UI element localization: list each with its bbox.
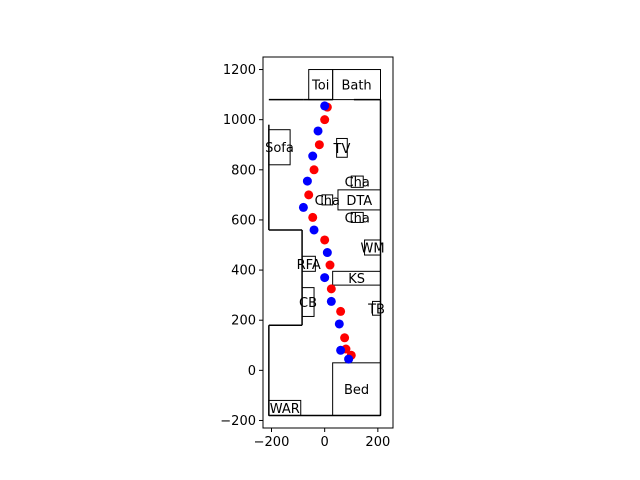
room-label-bed-13: Bed <box>344 383 369 398</box>
room-box-wm-8 <box>364 239 382 256</box>
room-box-tv-3 <box>336 137 348 158</box>
room-label-cb-11: CB <box>299 296 317 311</box>
point-series1-1 <box>313 126 323 136</box>
point-series0-6 <box>320 235 330 245</box>
point-series0-4 <box>304 190 314 200</box>
room-box-cha-4 <box>350 175 364 188</box>
room-label-war-14: WAR <box>270 402 300 417</box>
point-series0-2 <box>314 140 324 150</box>
point-series1-8 <box>326 296 336 306</box>
point-series1-11 <box>344 354 354 364</box>
y-tick-label-6: 1000 <box>223 113 256 128</box>
point-series1-0 <box>320 101 330 111</box>
floorplan-rooms: Toi Bath Sofa TV Cha DTA Cha Cha WM RFA KS CB TB Bed W… <box>265 69 385 417</box>
room-label-dta-5: DTA <box>346 194 372 209</box>
point-series1-3 <box>302 176 312 186</box>
room-label-wm-8: WM <box>360 242 384 257</box>
y-axis-ticks: −200 0 200 400 600 800 1000 1200 <box>220 63 263 429</box>
room-box-bath-1 <box>332 69 382 101</box>
x-axis-ticks: −200 0 200 <box>254 428 390 450</box>
y-tick-label-3: 400 <box>231 264 256 279</box>
room-box-rfa-9 <box>301 255 316 272</box>
y-tick-label-2: 200 <box>231 314 256 329</box>
room-box-war-14 <box>268 399 302 416</box>
room-box-dta-5 <box>337 189 382 211</box>
y-tick-label-4: 600 <box>231 213 256 228</box>
room-box-ks-10 <box>332 270 382 286</box>
x-tick-label-2: 200 <box>365 435 390 450</box>
room-label-cha-4: Cha <box>345 176 370 191</box>
room-label-sofa-2: Sofa <box>265 141 294 156</box>
room-box-cha-6 <box>321 194 334 206</box>
room-label-tb-12: TB <box>367 302 385 317</box>
room-box-sofa-2 <box>268 129 291 166</box>
point-series1-5 <box>309 225 319 235</box>
room-label-tv-3: TV <box>333 142 351 157</box>
room-box-bed-13 <box>332 362 382 416</box>
room-label-rfa-9: RFA <box>297 258 321 273</box>
room-box-cb-11 <box>301 287 315 317</box>
x-tick-label-0: −200 <box>254 435 290 450</box>
y-tick-label-7: 1200 <box>223 63 256 78</box>
point-series0-9 <box>336 306 346 316</box>
plot-frame <box>262 56 394 429</box>
room-box-cha-7 <box>350 211 364 223</box>
point-series0-8 <box>326 284 336 294</box>
data-points <box>298 101 356 364</box>
x-tick-label-1: 0 <box>321 435 329 450</box>
room-label-cha-7: Cha <box>345 211 370 226</box>
point-series0-5 <box>308 212 318 222</box>
point-series0-10 <box>340 333 350 343</box>
room-box-tb-12 <box>372 300 382 316</box>
room-label-toi-0: Toi <box>311 79 329 94</box>
room-label-cha-6: Cha <box>315 194 340 209</box>
point-series1-9 <box>334 319 344 329</box>
point-series1-2 <box>308 151 318 161</box>
point-series1-10 <box>336 345 346 355</box>
point-series1-7 <box>320 273 330 283</box>
point-series1-4 <box>298 202 308 212</box>
point-series0-1 <box>320 115 330 125</box>
room-label-bath-1: Bath <box>341 79 371 94</box>
y-tick-label-5: 800 <box>231 163 256 178</box>
y-tick-label-1: 0 <box>248 364 256 379</box>
point-series0-3 <box>309 165 319 175</box>
room-label-ks-10: KS <box>348 272 365 287</box>
y-tick-label-0: −200 <box>220 414 256 429</box>
point-series1-6 <box>322 248 332 258</box>
point-series0-7 <box>325 260 335 270</box>
